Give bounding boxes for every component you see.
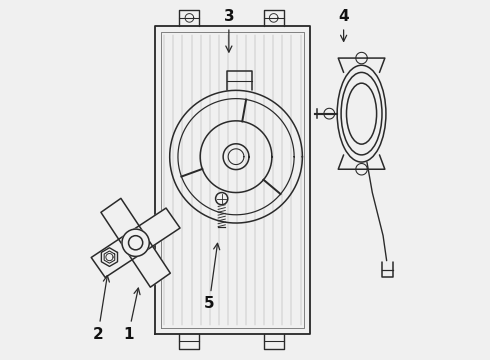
Ellipse shape bbox=[341, 72, 382, 155]
Polygon shape bbox=[101, 198, 146, 250]
Polygon shape bbox=[91, 233, 143, 278]
Text: 4: 4 bbox=[338, 9, 349, 41]
Ellipse shape bbox=[337, 65, 386, 162]
Ellipse shape bbox=[346, 83, 377, 144]
Text: 2: 2 bbox=[93, 275, 109, 342]
Circle shape bbox=[216, 193, 228, 205]
Text: 3: 3 bbox=[223, 9, 234, 52]
Polygon shape bbox=[125, 236, 171, 287]
Circle shape bbox=[122, 229, 149, 256]
Polygon shape bbox=[128, 208, 180, 253]
Text: 1: 1 bbox=[123, 288, 140, 342]
Text: 5: 5 bbox=[204, 243, 220, 311]
Circle shape bbox=[128, 236, 143, 250]
